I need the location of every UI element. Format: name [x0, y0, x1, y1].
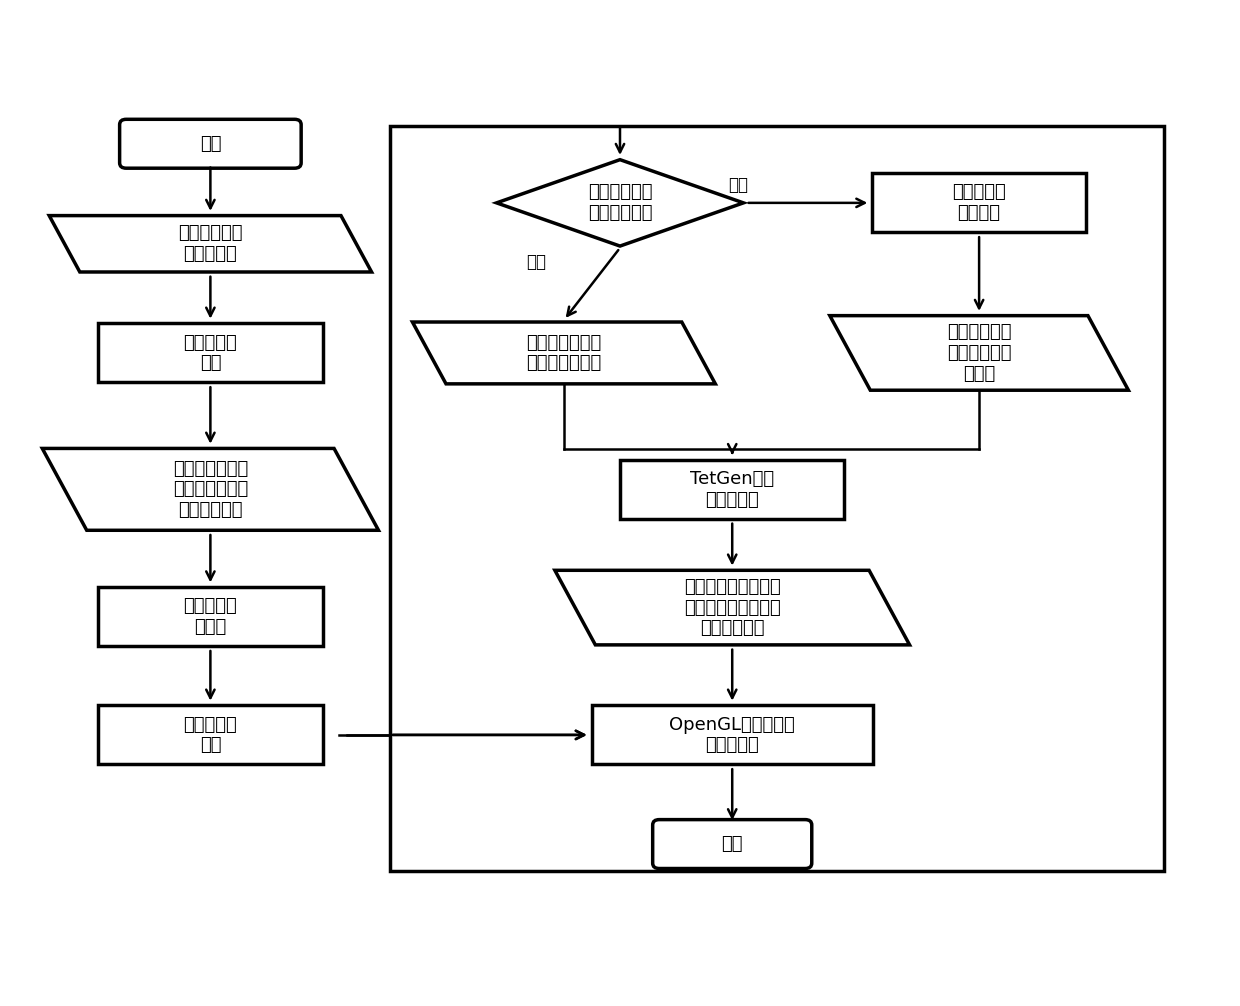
Text: TetGen四面
体剖分算法: TetGen四面 体剖分算法	[691, 470, 774, 509]
FancyBboxPatch shape	[652, 820, 812, 868]
Polygon shape	[496, 160, 744, 246]
Text: 微地震事件
筛选: 微地震事件 筛选	[184, 715, 237, 754]
Polygon shape	[830, 316, 1128, 390]
Text: 读入微地震监
测原始数据: 读入微地震监 测原始数据	[179, 224, 243, 264]
Bar	[873, 173, 1086, 232]
Polygon shape	[554, 570, 910, 645]
Polygon shape	[413, 322, 715, 384]
Text: 自动: 自动	[526, 253, 546, 271]
Text: 手动拾取事
件球集合: 手动拾取事 件球集合	[952, 183, 1006, 222]
Text: 场景中所有事件
球空间坐标信息: 场景中所有事件 球空间坐标信息	[526, 334, 601, 372]
Text: 场景中被拾取
事件球空间坐
标信息: 场景中被拾取 事件球空间坐 标信息	[947, 323, 1012, 382]
Bar	[98, 705, 322, 765]
Bar	[620, 460, 844, 519]
Text: 可视化展示
和分析: 可视化展示 和分析	[184, 598, 237, 636]
Bar	[98, 323, 322, 382]
Bar	[98, 588, 322, 646]
FancyBboxPatch shape	[119, 120, 301, 168]
Text: 结束: 结束	[722, 835, 743, 853]
Polygon shape	[42, 449, 378, 530]
Text: 微地震事件球空
间坐标、发生时
间、能量值等: 微地震事件球空 间坐标、发生时 间、能量值等	[172, 460, 248, 519]
Polygon shape	[50, 215, 372, 272]
Text: 压裂裂缝模型
构建方式选择: 压裂裂缝模型 构建方式选择	[588, 183, 652, 222]
Text: 微地震数据
处理: 微地震数据 处理	[184, 334, 237, 372]
Text: 手动: 手动	[728, 176, 748, 194]
Bar	[389, 126, 1164, 871]
Bar	[591, 705, 873, 765]
Text: 压裂裂缝模型的顶点
集和外包围三角面的
顶点索引号集: 压裂裂缝模型的顶点 集和外包围三角面的 顶点索引号集	[683, 577, 781, 638]
Text: 开始: 开始	[200, 135, 221, 153]
Text: OpenGL实现压裂裂
缝模型绘制: OpenGL实现压裂裂 缝模型绘制	[670, 715, 795, 754]
